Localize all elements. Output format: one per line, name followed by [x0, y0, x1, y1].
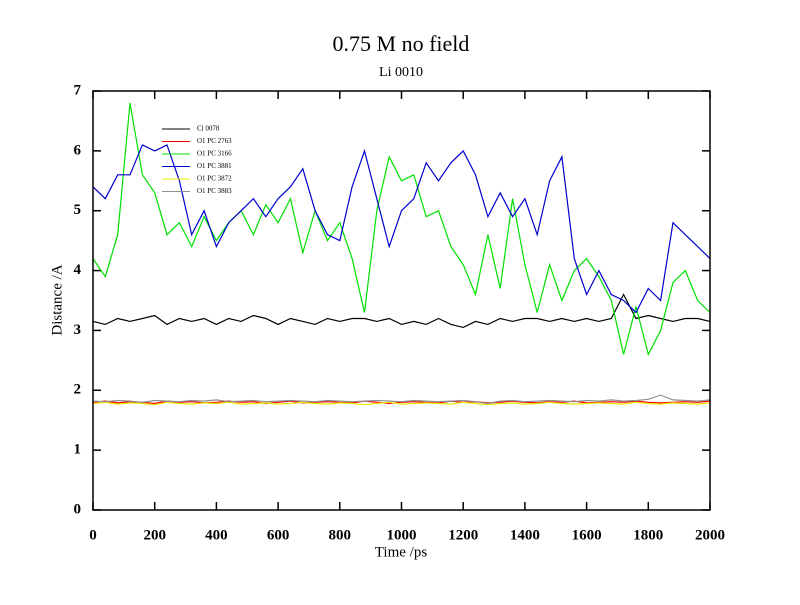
- x-tick-label: 1000: [387, 527, 417, 543]
- legend-label: O1 PC 3166: [197, 150, 232, 158]
- legend-label: O1 PC 3872: [197, 175, 232, 183]
- y-tick-label: 7: [74, 82, 82, 98]
- y-axis-label: Distance /A: [49, 264, 65, 335]
- x-tick-label: 2000: [695, 527, 725, 543]
- legend-label: O1 PC 3883: [197, 187, 232, 195]
- x-tick-label: 200: [143, 527, 166, 543]
- x-tick-label: 1600: [572, 527, 602, 543]
- y-tick-label: 1: [74, 442, 82, 458]
- y-tick-label: 5: [74, 202, 82, 218]
- series-line: [92, 401, 711, 406]
- series-line: [92, 102, 711, 357]
- chart-subtitle: Li 0010: [379, 65, 423, 80]
- x-tick-label: 0: [89, 527, 97, 543]
- series-line: [92, 293, 711, 329]
- x-tick-label: 600: [267, 527, 290, 543]
- y-tick-label: 0: [74, 501, 82, 517]
- y-tick-label: 4: [74, 262, 82, 278]
- plot-frame: [92, 90, 711, 511]
- y-tick-label: 3: [74, 322, 82, 338]
- series-line: [92, 394, 711, 405]
- x-tick-label: 400: [205, 527, 228, 543]
- legend-label: O1 PC 2763: [197, 137, 232, 145]
- x-axis-label: Time /ps: [375, 544, 428, 560]
- y-tick-label: 2: [74, 382, 82, 398]
- legend-label: O1 PC 3881: [197, 162, 232, 170]
- x-tick-label: 1800: [633, 527, 663, 543]
- x-tick-label: 1200: [448, 527, 478, 543]
- x-tick-label: 800: [329, 527, 352, 543]
- series-line: [92, 144, 711, 314]
- chart-title: 0.75 M no field: [333, 31, 470, 56]
- y-tick-label: 6: [74, 142, 82, 158]
- legend-label: Cl 0078: [197, 125, 220, 133]
- x-tick-label: 1400: [510, 527, 540, 543]
